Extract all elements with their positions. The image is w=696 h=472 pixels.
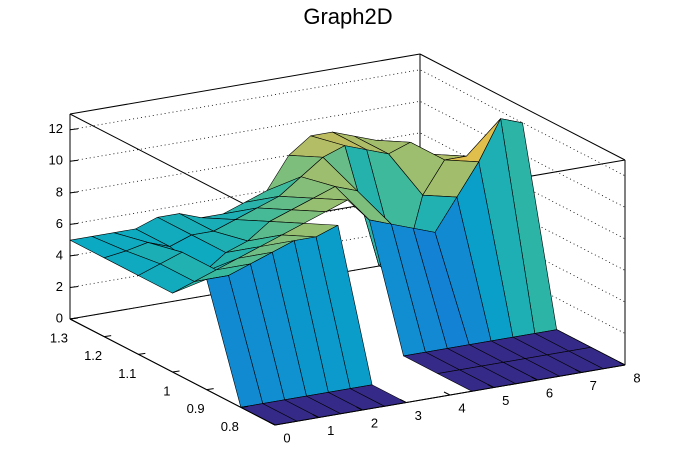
grid-line (69, 227, 626, 334)
z-tick (69, 222, 79, 225)
x-tick-label: 5 (502, 393, 509, 408)
z-tick-label: 6 (56, 216, 63, 231)
x-tick-label: 1 (327, 423, 334, 438)
x-tick (400, 399, 407, 403)
y-tick-label: 0.9 (187, 401, 205, 416)
x-tick-label: 4 (458, 400, 465, 415)
y-tick-label: 1.3 (50, 330, 68, 345)
y-tick-label: 1.1 (118, 366, 136, 381)
y-tick (206, 388, 214, 391)
x-tick (268, 421, 276, 426)
y-tick-label: 1 (163, 383, 170, 398)
x-tick (575, 369, 582, 373)
x-tick-label: 8 (633, 370, 640, 385)
box-edge (419, 53, 626, 161)
z-tick-label: 8 (56, 184, 63, 199)
y-tick (240, 405, 248, 408)
x-tick-label: 6 (546, 385, 553, 400)
z-tick-label: 0 (56, 310, 63, 325)
x-tick-label: 7 (590, 378, 597, 393)
z-tick (69, 285, 79, 288)
x-tick-label: 2 (371, 415, 378, 430)
z-tick (69, 191, 79, 194)
x-tick (487, 384, 494, 388)
box-edge (69, 53, 421, 115)
x-tick-label: 0 (283, 430, 290, 445)
x-tick (531, 376, 538, 381)
z-tick-label: 2 (56, 279, 63, 294)
grid-line (69, 132, 626, 240)
y-tick (104, 335, 112, 338)
z-tick-label: 12 (49, 121, 63, 136)
z-tick-label: 4 (56, 247, 63, 262)
x-tick (312, 414, 319, 418)
grid-line (69, 195, 626, 303)
y-tick-label: 0.8 (221, 419, 239, 434)
z-tick (69, 128, 79, 131)
y-tick-label: 1.2 (84, 348, 102, 363)
x-tick-label: 3 (415, 408, 422, 423)
box-edge (69, 113, 276, 221)
x-tick (443, 391, 451, 396)
y-tick (172, 370, 180, 373)
z-tick (69, 254, 79, 257)
chart-title: Graph2D (303, 4, 392, 29)
x-tick (356, 406, 363, 411)
z-tick-label: 10 (49, 153, 63, 168)
z-tick (69, 317, 79, 320)
grid-line (69, 69, 626, 177)
z-tick (69, 159, 79, 162)
y-tick (138, 352, 146, 355)
grid-line (69, 163, 626, 271)
x-tick (618, 361, 626, 366)
